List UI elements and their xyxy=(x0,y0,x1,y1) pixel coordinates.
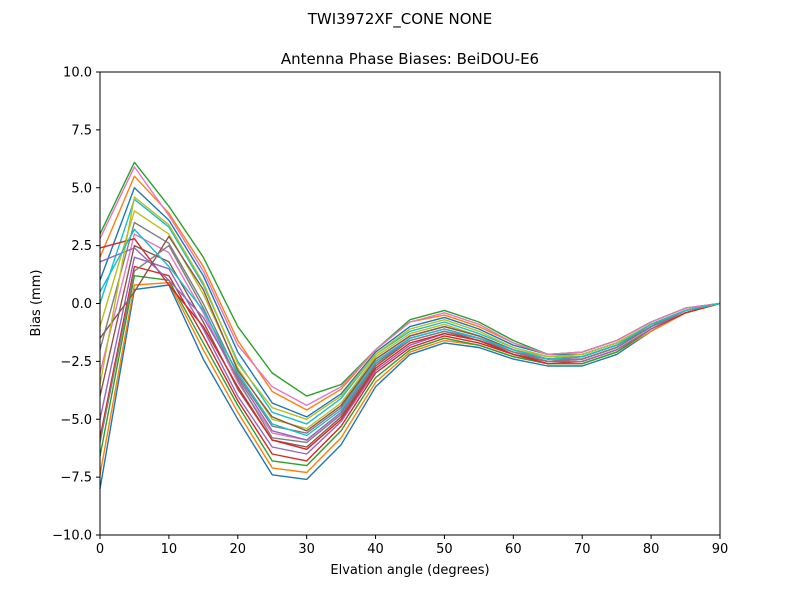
series-line-4 xyxy=(99,256,721,455)
x-tick-label: 70 xyxy=(574,542,591,557)
y-tick-label: 5.0 xyxy=(71,181,92,196)
series-line-17 xyxy=(99,244,721,444)
series-line-19 xyxy=(99,228,721,437)
x-tick-label: 80 xyxy=(643,542,660,557)
x-tick-label: 30 xyxy=(298,542,315,557)
series-line-16 xyxy=(99,166,721,407)
y-tick-label: −10.0 xyxy=(52,529,92,544)
y-tick-label: 0.0 xyxy=(71,297,92,312)
axes: 0 10 20 30 40 50 60 70 80 90 −10.0 −7.5 −5.0 −2.5 0.0 2… xyxy=(52,66,728,558)
series-line-0 xyxy=(99,284,721,489)
x-tick-label: 20 xyxy=(230,542,247,557)
x-tick-label: 40 xyxy=(367,542,384,557)
figure-suptitle: TWI3972XF_CONE NONE xyxy=(307,10,492,29)
x-axis-label: Elvation angle (degrees) xyxy=(330,563,489,578)
chart-title: Antenna Phase Biases: BeiDOU-E6 xyxy=(281,50,539,68)
y-tick-label: −5.0 xyxy=(60,413,92,428)
y-tick-label: −7.5 xyxy=(60,471,92,486)
x-tick-label: 90 xyxy=(712,542,729,557)
x-tick-label: 10 xyxy=(161,542,178,557)
x-tick-label: 50 xyxy=(436,542,453,557)
y-axis-label: Bias (mm) xyxy=(29,270,44,337)
y-tick-label: 2.5 xyxy=(71,239,92,254)
x-tick-label: 0 xyxy=(96,542,104,557)
series-line-2 xyxy=(99,275,721,467)
y-tick-label: 10.0 xyxy=(63,66,92,81)
y-tick-label: −2.5 xyxy=(60,355,92,370)
series-line-18 xyxy=(99,196,721,420)
plot-lines xyxy=(99,161,721,489)
y-tick-label: 7.5 xyxy=(71,123,92,138)
x-tick-label: 60 xyxy=(505,542,522,557)
